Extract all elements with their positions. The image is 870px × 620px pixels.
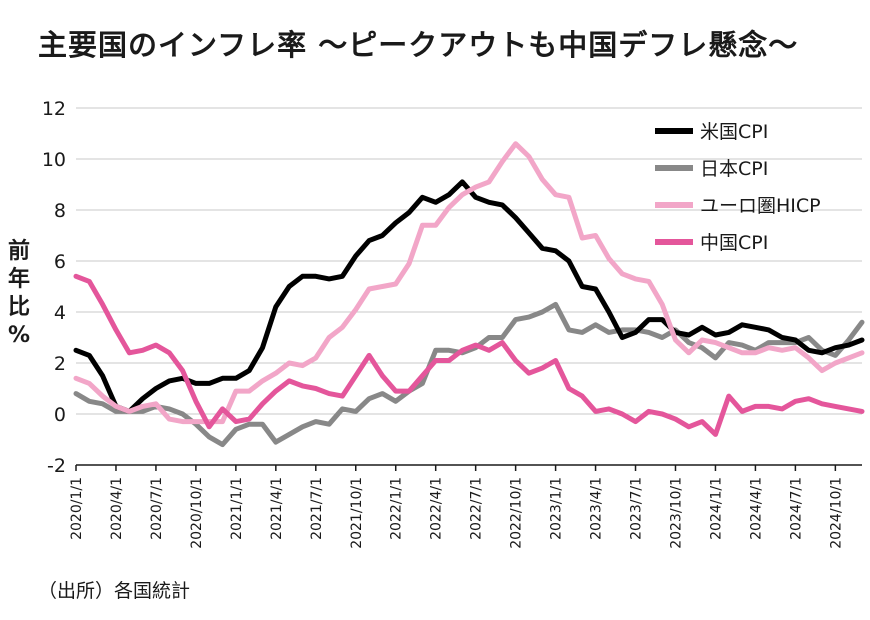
- series-line-3: [73, 273, 865, 437]
- x-tick-label: 2024/4/1: [748, 477, 764, 540]
- x-axis: 2020/1/1 2020/4/1 2020/7/1 2020/10/1 2021/1/…: [69, 464, 862, 549]
- y-tick-label: 10: [42, 149, 66, 171]
- x-tick-label: 2020/10/1: [189, 477, 205, 549]
- legend: 米国CPI 日本CPI ユーロ圏HICP 中国CPI: [655, 121, 821, 254]
- chart-title: 主要国のインフレ率 ～ピークアウトも中国デフレ懸念～: [38, 28, 799, 62]
- legend-label: ユーロ圏HICP: [700, 195, 821, 217]
- y-tick-label: 0: [54, 404, 66, 426]
- x-tick-label: 2023/10/1: [668, 477, 684, 549]
- x-tick-label: 2022/10/1: [509, 477, 525, 549]
- x-tick-label: 2024/7/1: [788, 477, 804, 540]
- y-tick-labels: -2 0 2 4 6 8 10 12: [42, 98, 66, 477]
- x-tick-label: 2022/1/1: [389, 477, 405, 540]
- x-tick-label: 2021/10/1: [349, 477, 365, 549]
- y-axis-label-char: 年: [7, 267, 30, 292]
- legend-label: 日本CPI: [700, 158, 768, 180]
- y-axis-label-char: 前: [7, 239, 30, 264]
- y-tick-label: 8: [54, 200, 66, 222]
- x-tick-label: 2021/4/1: [269, 477, 285, 540]
- source-note: （出所）各国統計: [38, 580, 191, 602]
- x-tick-label: 2022/7/1: [469, 477, 485, 540]
- x-tick-label: 2021/1/1: [229, 477, 245, 540]
- y-tick-label: 4: [54, 302, 66, 324]
- x-tick-label: 2020/4/1: [109, 477, 125, 540]
- y-tick-label: 12: [42, 98, 66, 120]
- y-tick-label: -2: [47, 455, 66, 477]
- x-tick-label: 2020/1/1: [69, 477, 85, 540]
- series-lines: [73, 141, 865, 448]
- x-tick-label: 2022/4/1: [429, 477, 445, 540]
- x-tick-label: 2021/7/1: [309, 477, 325, 540]
- x-tick-label: 2023/4/1: [589, 477, 605, 540]
- y-axis-label-char: 比: [7, 295, 30, 320]
- y-axis-label: 前年比%: [2, 238, 36, 350]
- legend-label: 中国CPI: [700, 232, 768, 254]
- x-tick-label: 2024/10/1: [828, 477, 844, 549]
- legend-label: 米国CPI: [700, 121, 768, 143]
- series-line-2: [73, 141, 865, 425]
- x-tick-label: 2024/1/1: [708, 477, 724, 540]
- x-tick-label: 2020/7/1: [149, 477, 165, 540]
- y-tick-label: 2: [54, 353, 66, 375]
- x-tick-label: 2023/7/1: [629, 477, 645, 540]
- y-tick-label: 6: [54, 251, 66, 273]
- x-tick-label: 2023/1/1: [549, 477, 565, 540]
- y-axis-label-char: %: [7, 323, 31, 348]
